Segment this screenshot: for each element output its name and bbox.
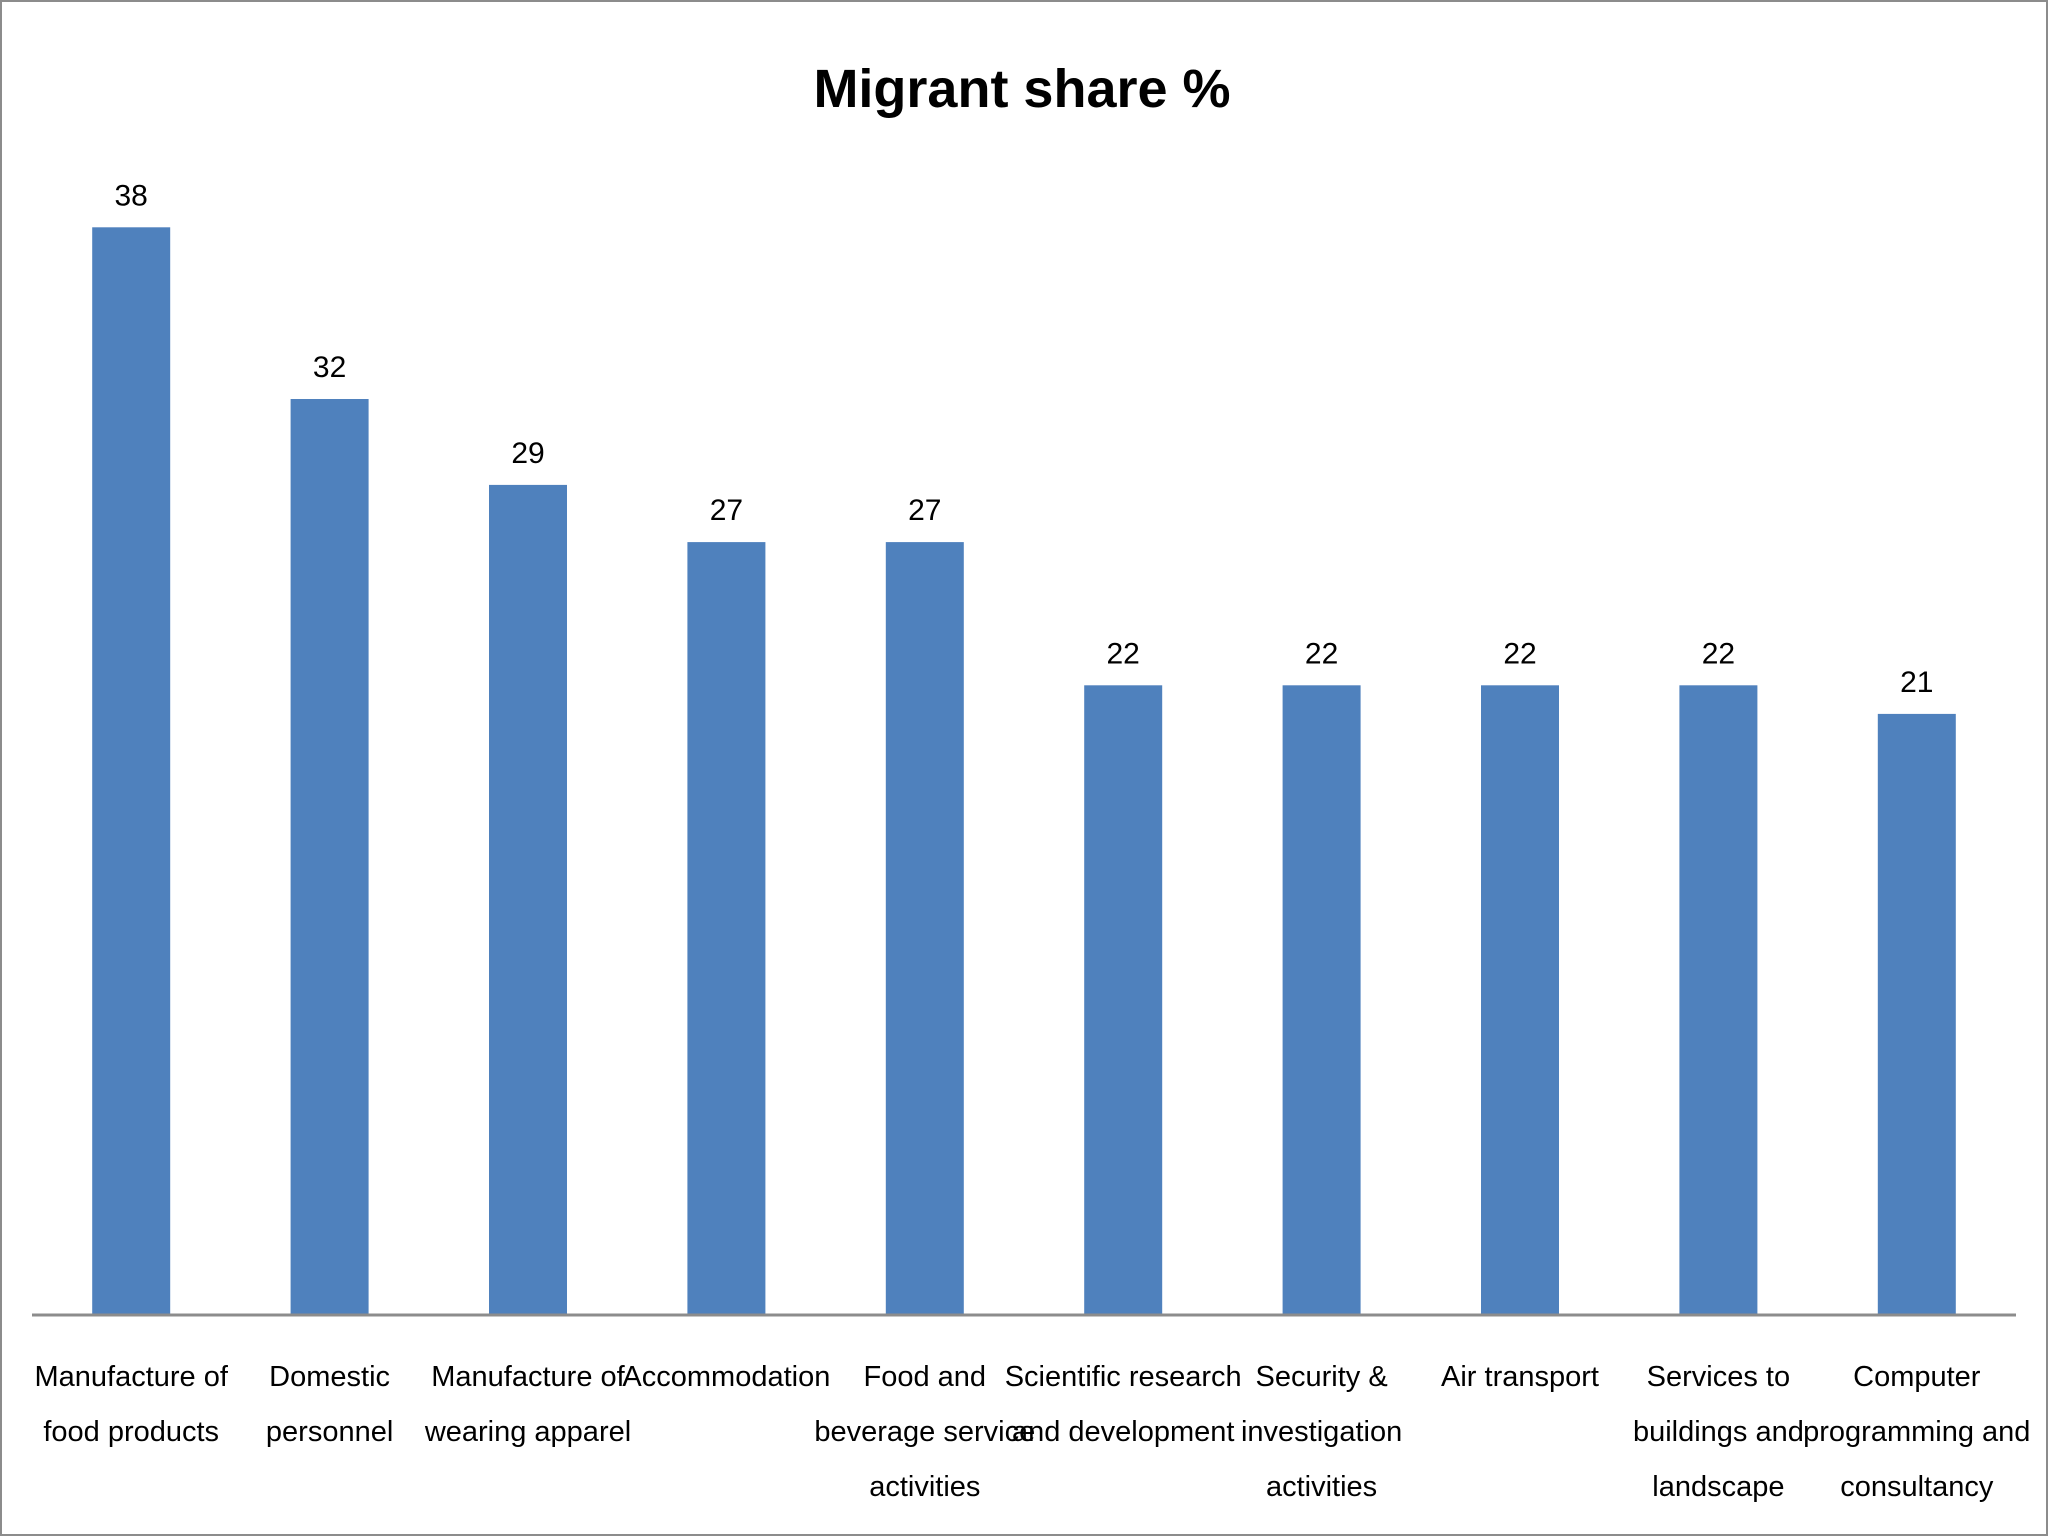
bar-8 <box>1679 685 1758 1316</box>
data-labels-layer: 38 32 29 27 27 22 22 22 22 21 <box>115 179 1934 699</box>
category-label-line: wearing apparel <box>424 1416 631 1448</box>
category-label-line: Food and <box>864 1361 987 1393</box>
data-label-2: 29 <box>511 437 544 470</box>
category-label-6: Security & investigation activities <box>1241 1361 1402 1503</box>
category-label-0: Manufacture of food products <box>34 1361 228 1448</box>
data-label-6: 22 <box>1305 637 1338 670</box>
bars-layer <box>92 227 1956 1316</box>
data-label-1: 32 <box>313 351 346 384</box>
chart-title: Migrant share % <box>813 59 1230 119</box>
data-label-4: 27 <box>908 494 941 527</box>
category-label-3: Accommodation <box>622 1361 830 1393</box>
category-label-line: Scientific research <box>1005 1361 1242 1393</box>
bar-3 <box>687 542 766 1315</box>
category-label-1: Domestic personnel <box>266 1361 393 1448</box>
bar-5 <box>1084 685 1163 1316</box>
category-label-line: Air transport <box>1441 1361 1599 1393</box>
category-label-line: Domestic <box>269 1361 390 1393</box>
data-label-9: 21 <box>1900 666 1933 699</box>
category-label-line: consultancy <box>1840 1471 1994 1503</box>
category-label-line: and development <box>1012 1416 1235 1448</box>
category-label-line: investigation <box>1241 1416 1402 1448</box>
category-label-line: activities <box>1266 1471 1377 1503</box>
category-label-line: food products <box>43 1416 219 1448</box>
data-label-7: 22 <box>1503 637 1536 670</box>
category-label-line: programming and <box>1803 1416 2030 1448</box>
category-label-2: Manufacture of wearing apparel <box>424 1361 631 1448</box>
bar-2 <box>489 484 567 1315</box>
data-label-5: 22 <box>1107 637 1140 670</box>
category-label-line: Manufacture of <box>431 1361 625 1393</box>
category-label-5: Scientific research and development <box>1005 1361 1242 1448</box>
category-label-8: Services to buildings and landscape <box>1633 1361 1804 1503</box>
data-label-3: 27 <box>710 494 743 527</box>
bar-9 <box>1877 713 1956 1315</box>
category-label-line: buildings and <box>1633 1416 1804 1448</box>
category-label-line: beverage service <box>814 1416 1035 1448</box>
bar-7 <box>1481 685 1559 1316</box>
category-label-line: Manufacture of <box>34 1361 228 1393</box>
category-label-9: Computer programming and consultancy <box>1803 1361 2030 1503</box>
category-label-line: Security & <box>1256 1361 1388 1393</box>
category-label-line: Services to <box>1647 1361 1790 1393</box>
category-label-line: landscape <box>1652 1471 1784 1503</box>
bar-0 <box>92 227 171 1316</box>
category-label-line: Accommodation <box>622 1361 830 1393</box>
bar-6 <box>1282 685 1361 1316</box>
bar-4 <box>885 542 964 1315</box>
category-labels-layer: Manufacture of food products Domestic perso… <box>34 1361 2030 1503</box>
bar-1 <box>290 399 369 1315</box>
data-label-0: 38 <box>115 179 148 212</box>
data-label-8: 22 <box>1702 637 1735 670</box>
category-label-line: personnel <box>266 1416 393 1448</box>
category-label-line: activities <box>869 1471 980 1503</box>
category-label-line: Computer <box>1853 1361 1981 1393</box>
category-label-4: Food and beverage service activities <box>814 1361 1035 1503</box>
category-label-7: Air transport <box>1441 1361 1599 1393</box>
